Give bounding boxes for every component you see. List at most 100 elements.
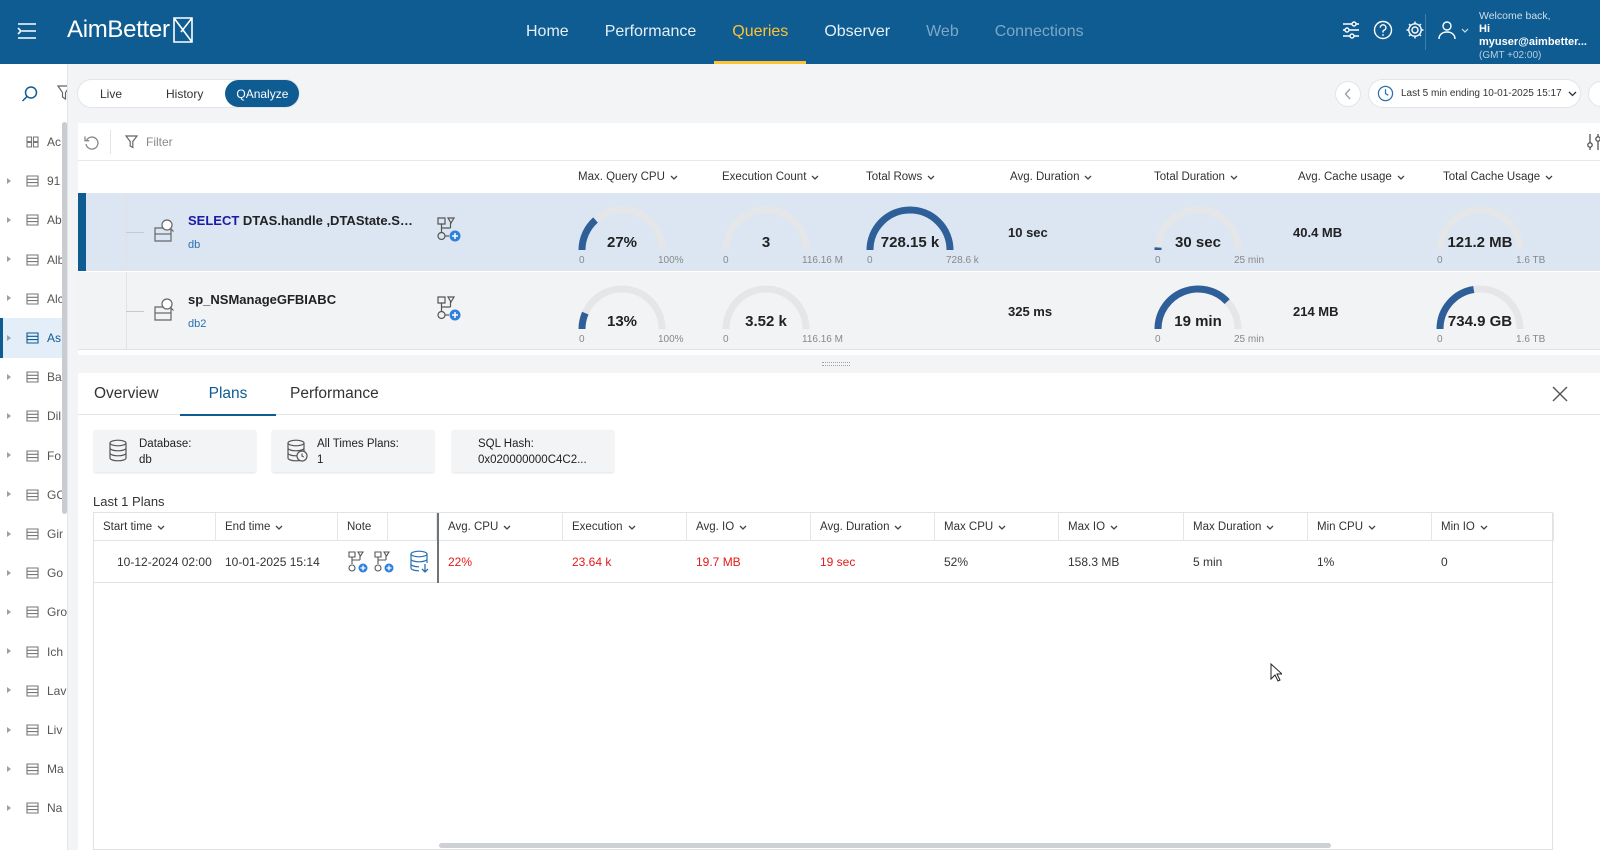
sidebar-item-15[interactable]: Lav [0, 671, 66, 711]
nav-performance[interactable]: Performance [604, 23, 697, 40]
execution-plan-icon[interactable] [373, 550, 395, 574]
expand-caret-icon[interactable] [7, 687, 11, 694]
expand-caret-icon[interactable] [7, 491, 11, 498]
detail-tab-plans[interactable]: Plans [180, 373, 276, 416]
expand-caret-icon[interactable] [7, 765, 11, 772]
execution-plan-icon[interactable] [436, 216, 462, 244]
plans-column-header-7[interactable]: Avg. IO [687, 513, 811, 541]
column-header-6[interactable]: Avg. Cache usage [1298, 171, 1405, 183]
sidebar-item-11[interactable]: Gir [0, 514, 63, 554]
download-plan-icon[interactable] [409, 550, 431, 574]
plans-column-header-12[interactable]: Min CPU [1308, 513, 1432, 541]
gear-icon[interactable] [1404, 19, 1426, 41]
nav-observer[interactable]: Observer [824, 23, 891, 40]
search-icon[interactable] [21, 85, 39, 103]
sidebar-item-10[interactable]: GC [0, 475, 65, 515]
sidebar-item-5[interactable]: Alc [0, 279, 64, 319]
execution-plan-icon[interactable] [347, 550, 369, 574]
detail-tab-performance[interactable]: Performance [290, 385, 379, 402]
sidebar-item-17[interactable]: Ma [0, 749, 64, 789]
query-text[interactable]: SELECT DTAS.handle ,DTAState.ServerName [188, 213, 420, 228]
expand-caret-icon[interactable] [7, 726, 11, 733]
expand-caret-icon[interactable] [7, 373, 11, 380]
column-settings-icon[interactable] [1586, 133, 1600, 151]
user-greeting[interactable]: Welcome back, Hi myuser@aimbetter... (GM… [1479, 10, 1600, 62]
expand-caret-icon[interactable] [7, 608, 11, 615]
query-row[interactable]: sp_NSManageGFBIABC db2 13% 0 100% 3.52 k 0 116.… [78, 272, 1600, 350]
column-header-1[interactable]: Max. Query CPU [578, 171, 678, 183]
plan-row[interactable]: 10-12-2024 02:00 10-01-2025 15:14 22% 23.64… [94, 541, 1554, 583]
expand-caret-icon[interactable] [7, 412, 11, 419]
sidebar-item-6[interactable]: As [0, 318, 62, 358]
nav-home[interactable]: Home [526, 23, 569, 40]
sidebar-item-1[interactable]: Ac [0, 122, 62, 162]
plans-column-header-2[interactable]: End time [216, 513, 338, 541]
plans-column-header-10[interactable]: Max IO [1059, 513, 1184, 541]
panel-resize-handle[interactable] [78, 355, 1600, 373]
query-name: sp_NSManageGFBIABC [188, 292, 337, 307]
sidebar-item-3[interactable]: Ab [0, 200, 62, 240]
expand-caret-icon[interactable] [7, 804, 11, 811]
plans-column-header-5[interactable]: Avg. CPU [439, 513, 563, 541]
plans-column-header-6[interactable]: Execution [563, 513, 687, 541]
sidebar-scrollbar[interactable] [62, 122, 67, 514]
column-header-7[interactable]: Total Cache Usage [1443, 171, 1553, 183]
column-header-4[interactable]: Avg. Duration [1010, 171, 1092, 183]
help-icon[interactable] [1372, 19, 1394, 41]
sidebar-item-9[interactable]: Fo: [0, 436, 64, 476]
filter-input[interactable]: Filter [146, 135, 173, 149]
nav-web[interactable]: Web [926, 23, 959, 40]
expand-caret-icon[interactable] [7, 648, 11, 655]
sliders-icon[interactable] [1340, 19, 1362, 41]
sidebar-item-12[interactable]: Go [0, 553, 63, 593]
filter-icon[interactable] [125, 135, 138, 149]
sidebar-item-13[interactable]: Gro [0, 592, 67, 632]
plans-column-header-9[interactable]: Max CPU [935, 513, 1059, 541]
filter-icon[interactable] [57, 85, 68, 101]
sidebar-item-2[interactable]: 91 [0, 161, 62, 201]
mode-tab-history[interactable]: History [166, 86, 204, 101]
expand-caret-icon[interactable] [7, 452, 11, 459]
close-icon[interactable] [1551, 385, 1569, 403]
sidebar-item-7[interactable]: Ba [0, 357, 62, 397]
horizontal-scrollbar[interactable] [439, 843, 1331, 848]
plans-column-label: Min CPU [1317, 521, 1364, 533]
detail-tab-overview[interactable]: Overview [94, 385, 159, 402]
mode-tab-live[interactable]: Live [100, 86, 123, 101]
sidebar-item-8[interactable]: Dil [0, 396, 62, 436]
nav-connections[interactable]: Connections [994, 23, 1084, 40]
column-header-2[interactable]: Execution Count [722, 171, 819, 183]
menu-toggle-icon[interactable] [16, 20, 38, 42]
sidebar-item-18[interactable]: Na [0, 788, 62, 828]
column-header-5[interactable]: Total Duration [1154, 171, 1238, 183]
sidebar-item-14[interactable]: Ich [0, 632, 63, 672]
nav-queries[interactable]: Queries [714, 0, 807, 64]
time-range-selector[interactable]: Last 5 min ending 10-01-2025 15:17 [1369, 80, 1580, 107]
expand-caret-icon[interactable] [7, 216, 11, 223]
refresh-icon[interactable] [83, 133, 101, 151]
sidebar-item-4[interactable]: Alb [0, 240, 64, 280]
expand-caret-icon[interactable] [7, 295, 11, 302]
chevron-down-icon[interactable] [1461, 28, 1469, 34]
time-next-button[interactable] [1589, 82, 1600, 106]
execution-plan-icon[interactable] [436, 295, 462, 323]
plans-column-header-13[interactable]: Min IO [1432, 513, 1554, 541]
expand-caret-icon[interactable] [7, 256, 11, 263]
query-row[interactable]: SELECT DTAS.handle ,DTAState.ServerName d… [78, 193, 1600, 271]
plans-column-header-8[interactable]: Avg. Duration [811, 513, 935, 541]
plans-column-header-1[interactable]: Start time [94, 513, 216, 541]
time-prev-button[interactable] [1336, 82, 1360, 106]
user-icon[interactable] [1436, 19, 1458, 41]
expand-caret-icon[interactable] [7, 569, 11, 576]
query-text[interactable]: sp_NSManageGFBIABC [188, 292, 420, 307]
column-header-3[interactable]: Total Rows [866, 171, 935, 183]
mode-tab-qanalyze[interactable]: QAnalyze [225, 80, 300, 107]
app-logo[interactable]: AimBetter [67, 16, 194, 44]
expand-caret-icon[interactable] [7, 334, 11, 341]
expand-caret-icon[interactable] [7, 177, 11, 184]
info-card: Database: db [94, 430, 256, 472]
plans-column-header-11[interactable]: Max Duration [1184, 513, 1308, 541]
sidebar-item-16[interactable]: Liv [0, 710, 62, 750]
plans-column-header-3[interactable]: Note [338, 513, 388, 541]
expand-caret-icon[interactable] [7, 530, 11, 537]
